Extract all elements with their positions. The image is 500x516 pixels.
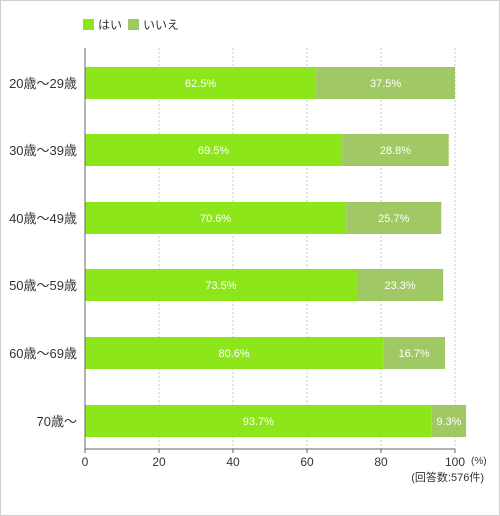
- data-label-no: 23.3%: [384, 280, 415, 292]
- data-label-yes: 73.5%: [205, 280, 236, 292]
- x-tick-label: 60: [300, 455, 314, 469]
- bar-no: [316, 67, 455, 99]
- axes: 0 20 40 60 80 100 (%) (回答数:576件): [82, 48, 487, 484]
- legend-swatch-no: [128, 19, 139, 30]
- x-tick-label: 0: [82, 455, 89, 469]
- data-label-no: 37.5%: [370, 78, 401, 90]
- bars: 62.5% 37.5% 20歳〜29歳 69.5% 28.8% 30歳〜39歳 70.6% 2…: [9, 67, 467, 437]
- category-label: 70歳〜: [37, 414, 77, 429]
- data-label-yes: 69.5%: [198, 145, 229, 157]
- data-label-yes: 70.6%: [200, 213, 231, 225]
- bar-yes: [85, 134, 343, 166]
- x-tick-label: 40: [226, 455, 240, 469]
- category-label: 60歳〜69歳: [9, 346, 77, 361]
- legend-label-yes: はい: [98, 18, 122, 32]
- bar-yes: [85, 405, 432, 437]
- unit-label: (%): [471, 456, 487, 467]
- data-label-no: 25.7%: [378, 213, 409, 225]
- bar-no: [356, 269, 444, 301]
- x-tick-label: 20: [152, 455, 166, 469]
- data-label-no: 9.3%: [436, 416, 461, 428]
- bar-no: [383, 337, 446, 369]
- legend: はい いいえ: [83, 18, 179, 32]
- legend-label-no: いいえ: [143, 18, 179, 32]
- bar-yes: [85, 337, 384, 369]
- x-tick-label: 100: [445, 455, 465, 469]
- bar-no: [431, 405, 467, 437]
- category-label: 20歳〜29歳: [9, 76, 77, 91]
- data-label-no: 28.8%: [380, 145, 411, 157]
- legend-swatch-yes: [83, 19, 94, 30]
- bar-yes: [85, 67, 317, 99]
- bar-no: [346, 202, 442, 234]
- gridlines: [158, 48, 456, 449]
- bar-yes: [85, 269, 357, 301]
- data-label-yes: 93.7%: [243, 416, 274, 428]
- bar-yes: [85, 202, 347, 234]
- category-label: 40歳〜49歳: [9, 211, 77, 226]
- category-label: 50歳〜59歳: [9, 278, 77, 293]
- bar-no: [342, 134, 449, 166]
- category-label: 30歳〜39歳: [9, 143, 77, 158]
- data-label-no: 16.7%: [399, 348, 430, 360]
- x-tick-label: 80: [374, 455, 388, 469]
- data-label-yes: 62.5%: [185, 78, 216, 90]
- response-count-note: (回答数:576件): [411, 470, 484, 484]
- data-label-yes: 80.6%: [219, 348, 250, 360]
